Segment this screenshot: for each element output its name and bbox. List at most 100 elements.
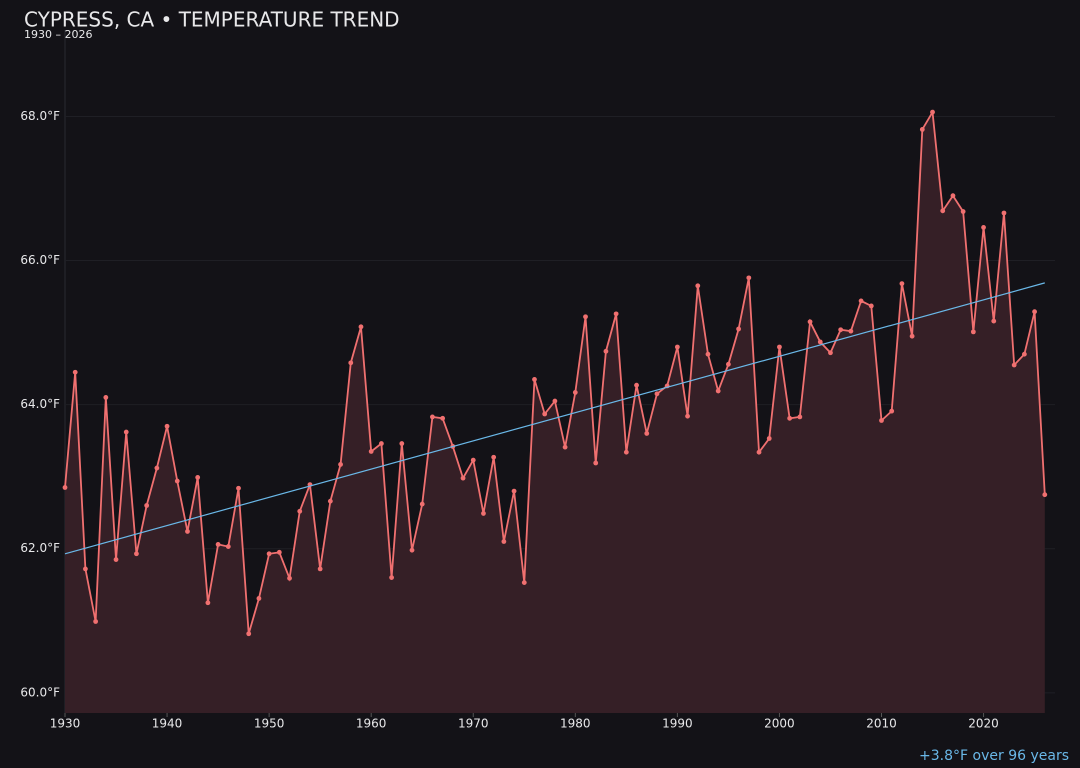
point (807, 319, 813, 325)
point (368, 449, 374, 454)
point (246, 631, 252, 637)
trend-annotation: +3.8°F over 96 years (919, 748, 1069, 764)
point (358, 324, 364, 330)
point (1032, 309, 1037, 315)
point (726, 361, 731, 367)
point (562, 444, 568, 450)
point (787, 415, 793, 421)
point (123, 429, 129, 435)
point (511, 488, 517, 494)
point (899, 281, 905, 287)
x-tick-label: 1970 (458, 717, 489, 731)
point (817, 339, 823, 345)
point (481, 511, 486, 516)
point (981, 225, 986, 230)
point (828, 350, 833, 356)
y-tick-label: 62.0°F (20, 541, 60, 555)
point (991, 318, 997, 324)
point (1001, 210, 1007, 216)
point (440, 415, 446, 421)
point (542, 411, 548, 417)
point (940, 208, 946, 214)
point (205, 600, 211, 606)
y-tick-label: 68.0°F (20, 109, 60, 123)
point (134, 551, 139, 557)
point (501, 539, 507, 544)
point (521, 580, 527, 585)
point (317, 566, 323, 572)
point (113, 557, 119, 562)
point (613, 311, 619, 317)
point (103, 395, 109, 400)
point (634, 382, 639, 388)
x-tick-label: 2010 (866, 717, 897, 731)
point (62, 485, 68, 490)
x-tick-label: 1950 (254, 717, 285, 731)
point (909, 333, 915, 339)
point (572, 389, 578, 395)
point (1042, 492, 1048, 498)
point (797, 414, 803, 420)
point (1021, 351, 1027, 357)
point (419, 501, 425, 507)
point (225, 544, 231, 549)
point (644, 431, 650, 436)
point (215, 542, 221, 547)
trend-line (64, 282, 1045, 555)
x-tick-label: 1960 (356, 717, 387, 731)
point (164, 423, 170, 429)
point (583, 314, 588, 320)
point (552, 398, 558, 404)
area (65, 112, 1045, 713)
y-tick-label: 60.0°F (20, 685, 60, 699)
point (409, 547, 415, 553)
point (593, 460, 599, 466)
y-tick-label: 66.0°F (20, 253, 60, 267)
x-tick-label: 2000 (764, 717, 795, 731)
point (930, 109, 935, 115)
x-tick-label: 1940 (152, 717, 183, 731)
point (154, 465, 160, 471)
x-tick-label: 2020 (968, 717, 999, 731)
point (889, 408, 895, 414)
point (838, 327, 844, 333)
point (430, 414, 435, 420)
point (93, 619, 99, 624)
point (868, 303, 874, 309)
point (623, 449, 629, 455)
point (236, 485, 241, 491)
point (766, 436, 772, 441)
point (327, 498, 333, 504)
point (879, 418, 884, 423)
point (848, 328, 854, 334)
point (674, 344, 680, 350)
point (287, 575, 292, 581)
point (470, 457, 476, 463)
point (715, 388, 721, 394)
chart-subtitle: 1930 – 2026 (24, 28, 92, 41)
point (399, 441, 405, 446)
point (603, 348, 609, 354)
point (654, 391, 660, 397)
point (389, 575, 394, 580)
point (1011, 362, 1017, 368)
point (338, 462, 343, 467)
point (685, 413, 690, 419)
point (174, 478, 180, 484)
point (460, 475, 466, 481)
point (72, 369, 78, 375)
y-tick-label: 64.0°F (20, 397, 60, 411)
x-tick-label: 1930 (50, 717, 81, 731)
point (777, 344, 782, 350)
point (144, 503, 150, 508)
point (960, 209, 966, 214)
point (736, 326, 742, 332)
point (919, 127, 925, 132)
point (756, 449, 762, 455)
point (348, 360, 354, 366)
point (297, 508, 303, 514)
point (378, 441, 384, 446)
point (83, 566, 88, 572)
point (491, 454, 497, 460)
point (276, 549, 282, 555)
